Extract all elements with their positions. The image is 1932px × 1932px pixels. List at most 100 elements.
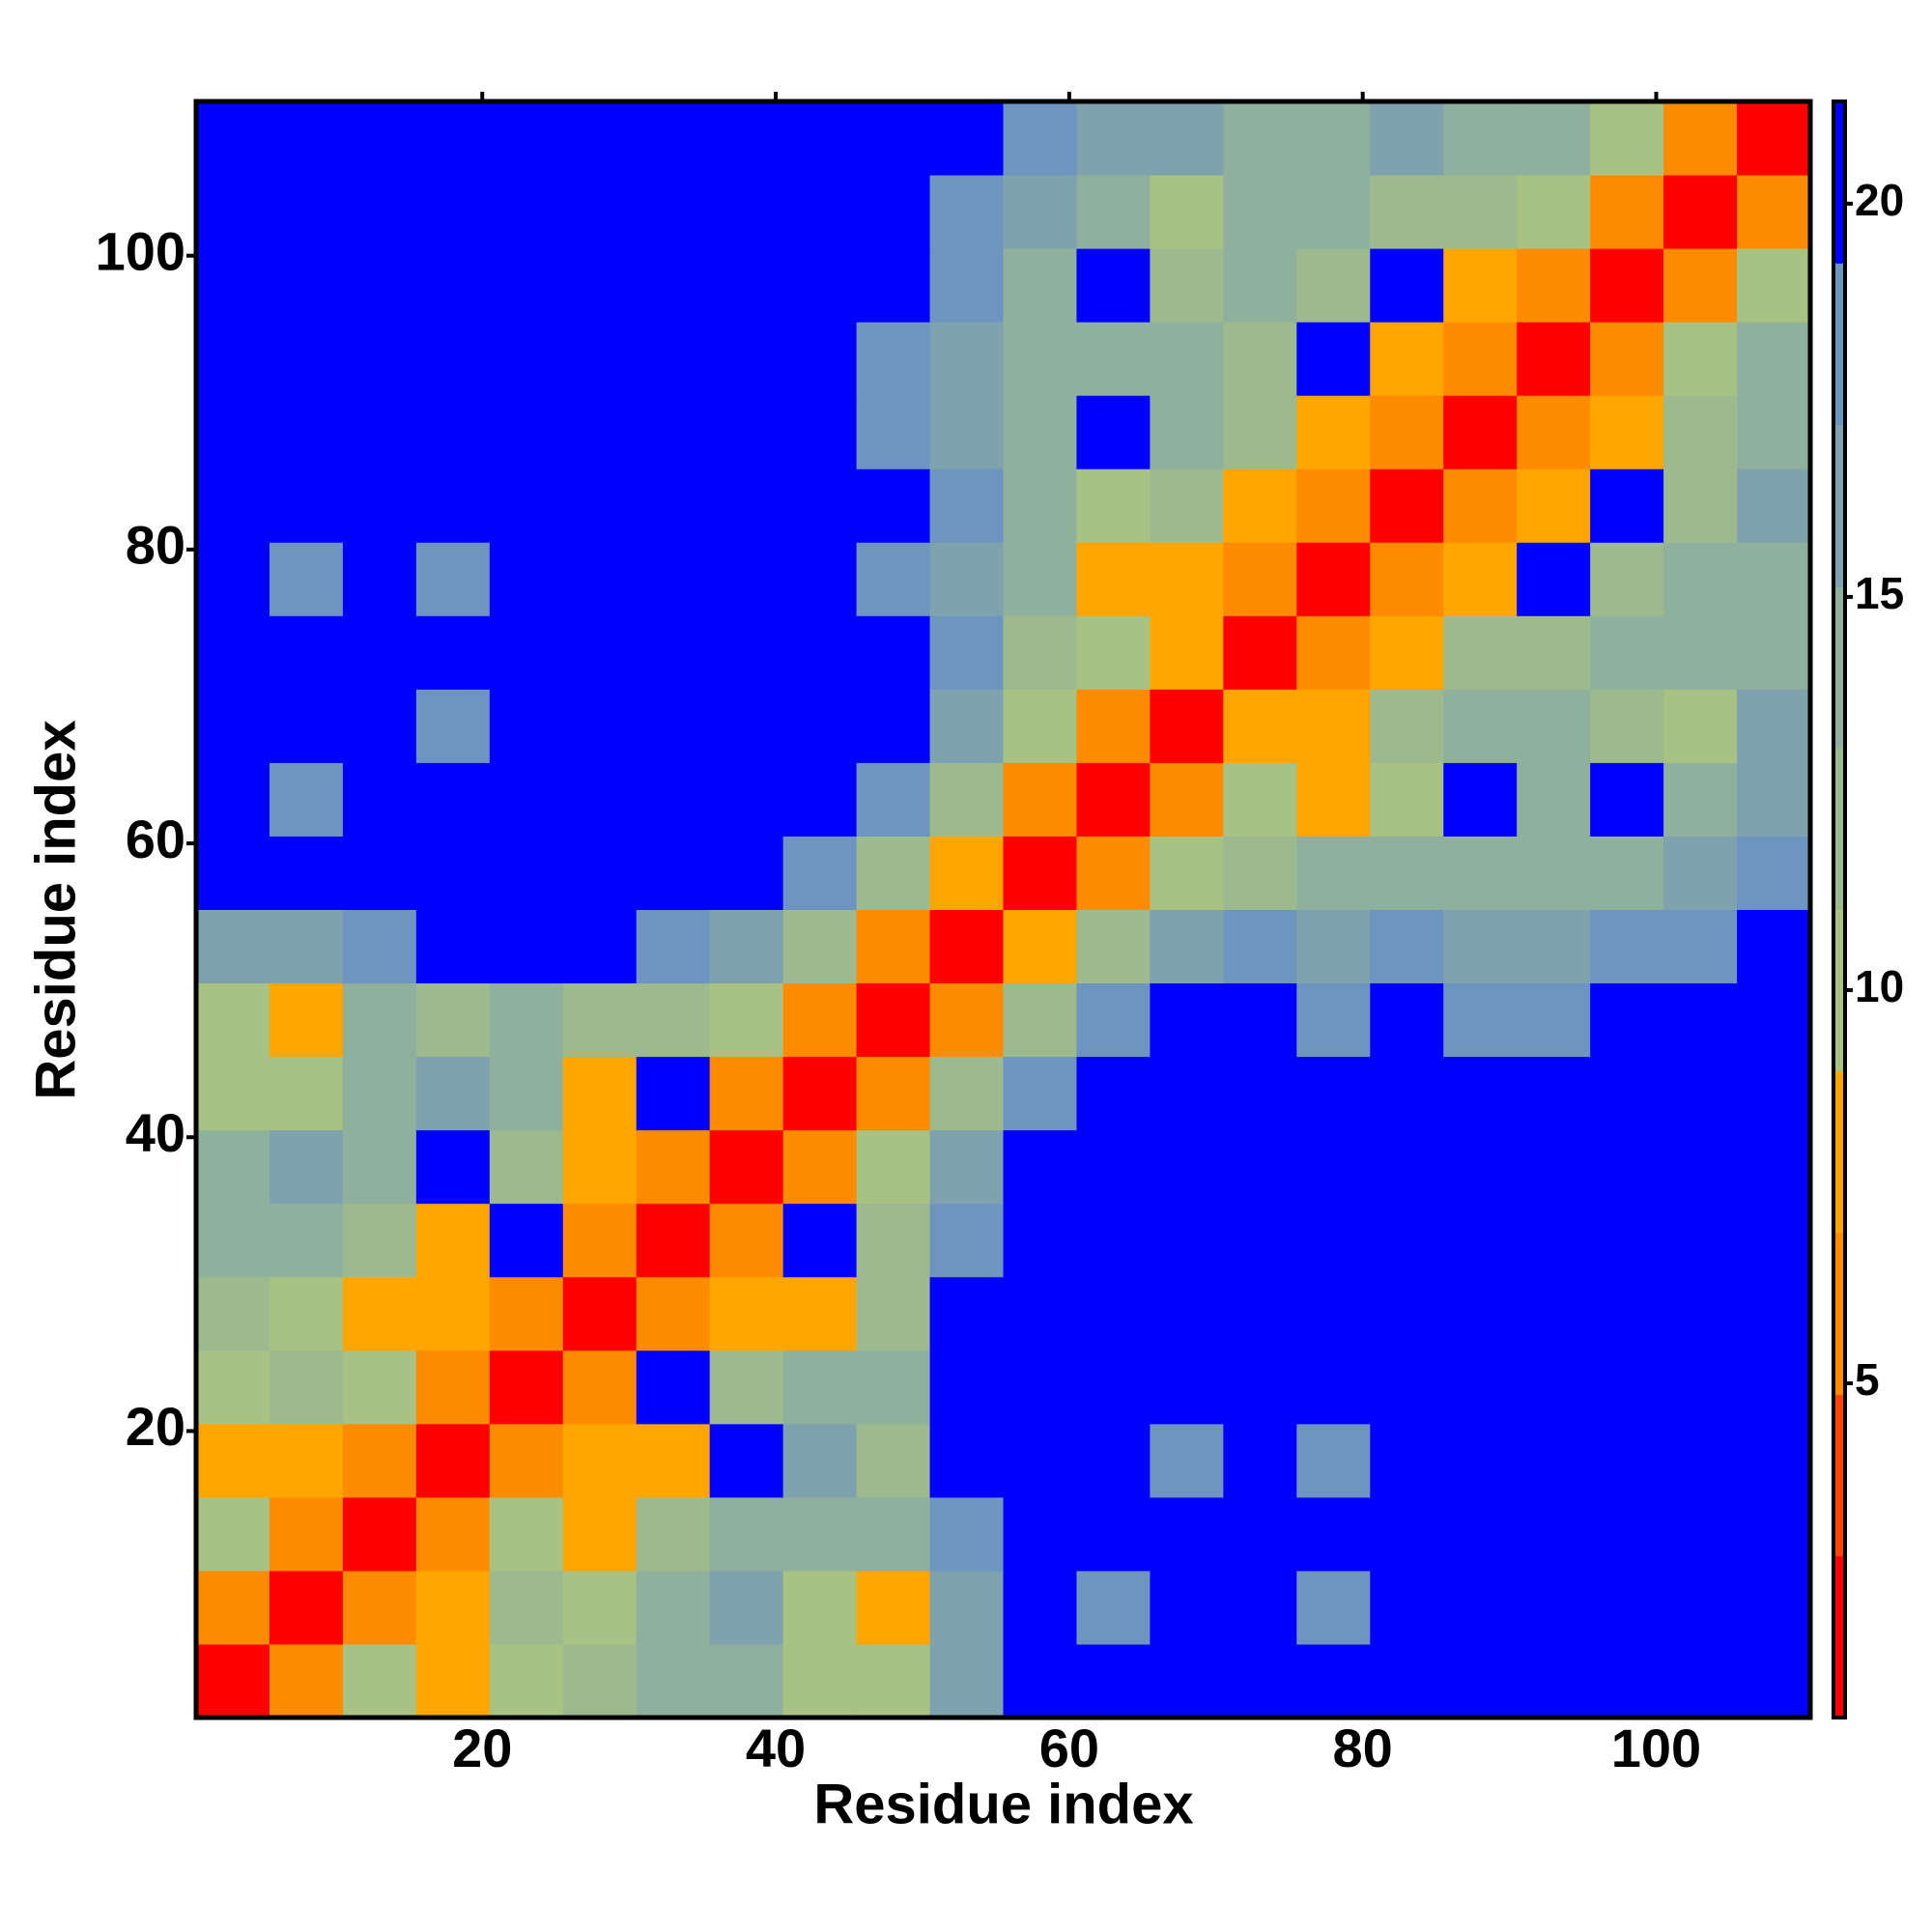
heatmap-cell — [1223, 1350, 1297, 1425]
heatmap-cell — [1443, 322, 1518, 396]
heatmap-cell — [929, 1203, 1004, 1278]
heatmap-cell — [562, 689, 638, 763]
heatmap-cell — [1737, 542, 1811, 616]
colorbar-band — [1833, 424, 1845, 587]
colorbar-tick-label: 10 — [1855, 961, 1904, 1011]
heatmap-cell — [636, 542, 711, 616]
heatmap-cell — [636, 101, 711, 176]
heatmap-cell — [1517, 1056, 1591, 1131]
heatmap-cell — [1737, 909, 1811, 984]
heatmap-cell — [1590, 1496, 1664, 1572]
heatmap-cell — [562, 395, 638, 469]
heatmap-cell — [1003, 689, 1077, 763]
heatmap-cell — [1443, 395, 1518, 469]
heatmap-cell — [269, 1276, 344, 1351]
heatmap-cell — [856, 1570, 931, 1645]
heatmap-cell — [1737, 395, 1811, 469]
heatmap-cell — [1003, 909, 1077, 984]
heatmap-cell — [1003, 1203, 1077, 1278]
heatmap-cell — [856, 322, 931, 396]
heatmap-cell — [1150, 101, 1224, 176]
heatmap-cell — [1663, 689, 1738, 763]
heatmap-cell — [782, 689, 858, 763]
heatmap-cell — [856, 762, 931, 837]
heatmap-cell — [415, 469, 491, 543]
heatmap-cell — [856, 395, 931, 469]
heatmap-cell — [636, 1203, 711, 1278]
heatmap-cell — [1223, 1423, 1297, 1498]
heatmap-cell — [1663, 1350, 1738, 1425]
heatmap-cell — [1296, 248, 1371, 323]
colorbar-band — [1833, 1070, 1845, 1234]
heatmap-cell — [415, 836, 491, 910]
heatmap-cell — [1443, 909, 1518, 984]
heatmap-cell — [1517, 762, 1591, 837]
heatmap-cell — [709, 1423, 784, 1498]
heatmap-cell — [1737, 689, 1811, 763]
heatmap-cell — [709, 248, 784, 323]
heatmap-cell — [415, 615, 491, 690]
heatmap-cell — [562, 1056, 638, 1131]
heatmap-cell — [1296, 1496, 1371, 1572]
heatmap-cell — [1223, 248, 1297, 323]
heatmap-cell — [1663, 1203, 1738, 1278]
heatmap-cell — [1076, 615, 1151, 690]
heatmap-cell — [782, 101, 858, 176]
heatmap-cell — [929, 1423, 1004, 1498]
heatmap-cell — [1003, 762, 1077, 837]
heatmap-cell — [782, 1203, 858, 1278]
heatmap-cell — [1517, 175, 1591, 249]
heatmap-cell — [1150, 836, 1224, 910]
heatmap-cell — [1296, 322, 1371, 396]
heatmap-cell — [1517, 248, 1591, 323]
heatmap-cell — [1076, 101, 1151, 176]
heatmap-cell — [489, 175, 564, 249]
heatmap-cell — [782, 1350, 858, 1425]
heatmap-cell — [1443, 836, 1518, 910]
heatmap-cell — [1150, 1203, 1224, 1278]
heatmap-cell — [1003, 322, 1077, 396]
heatmap-cell — [1590, 101, 1664, 176]
y-tick-label: 60 — [126, 809, 185, 869]
heatmap-cell — [1590, 542, 1664, 616]
heatmap-cell — [269, 689, 344, 763]
heatmap-cell — [1370, 469, 1444, 543]
heatmap-cell — [856, 175, 931, 249]
heatmap-cell — [1150, 469, 1224, 543]
heatmap-cell — [1296, 1570, 1371, 1645]
heatmap-cell — [562, 1496, 638, 1572]
heatmap-cell — [269, 1423, 344, 1498]
heatmap-cell — [1443, 1496, 1518, 1572]
heatmap-cell — [196, 395, 270, 469]
heatmap-cell — [1296, 1276, 1371, 1351]
heatmap-cell — [415, 1496, 491, 1572]
heatmap-cell — [1517, 1276, 1591, 1351]
heatmap-cell — [1663, 836, 1738, 910]
heatmap-cell — [929, 1496, 1004, 1572]
heatmap-cell — [1590, 1423, 1664, 1498]
heatmap-cell — [1370, 175, 1444, 249]
heatmap-cell — [1517, 322, 1591, 396]
heatmap-cell — [269, 469, 344, 543]
heatmap-cell — [1370, 1570, 1444, 1645]
heatmap-cell — [1663, 395, 1738, 469]
heatmap-cell — [562, 615, 638, 690]
heatmap-cell — [709, 1350, 784, 1425]
heatmap-cell — [1443, 615, 1518, 690]
heatmap-cell — [269, 1129, 344, 1205]
heatmap-cell — [856, 982, 931, 1058]
heatmap-cell — [1590, 1643, 1664, 1719]
heatmap-cell — [1003, 101, 1077, 176]
heatmap-cell — [269, 542, 344, 616]
heatmap-cell — [636, 1276, 711, 1351]
heatmap-cell — [1737, 175, 1811, 249]
heatmap-cell — [196, 836, 270, 910]
heatmap-cell — [1370, 762, 1444, 837]
heatmap-cell — [415, 1276, 491, 1351]
heatmap-cell — [489, 542, 564, 616]
heatmap-cell — [1223, 175, 1297, 249]
heatmap-cell — [929, 248, 1004, 323]
heatmap-cell — [1003, 1643, 1077, 1719]
heatmap-cell — [196, 1203, 270, 1278]
heatmap-cell — [1150, 1423, 1224, 1498]
